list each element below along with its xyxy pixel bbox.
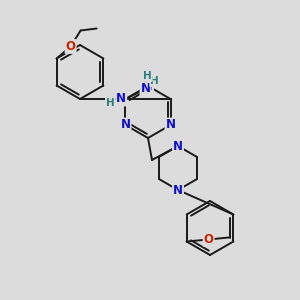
Text: N: N	[143, 80, 153, 92]
Text: N: N	[166, 118, 176, 131]
Text: H: H	[143, 71, 152, 81]
Text: N: N	[173, 184, 183, 196]
Text: N: N	[173, 140, 183, 152]
Text: O: O	[204, 233, 214, 246]
Text: H: H	[106, 98, 115, 108]
Text: O: O	[66, 40, 76, 53]
Text: N: N	[140, 82, 151, 95]
Text: N: N	[116, 92, 126, 106]
Text: N: N	[121, 118, 130, 131]
Text: H: H	[150, 76, 159, 86]
